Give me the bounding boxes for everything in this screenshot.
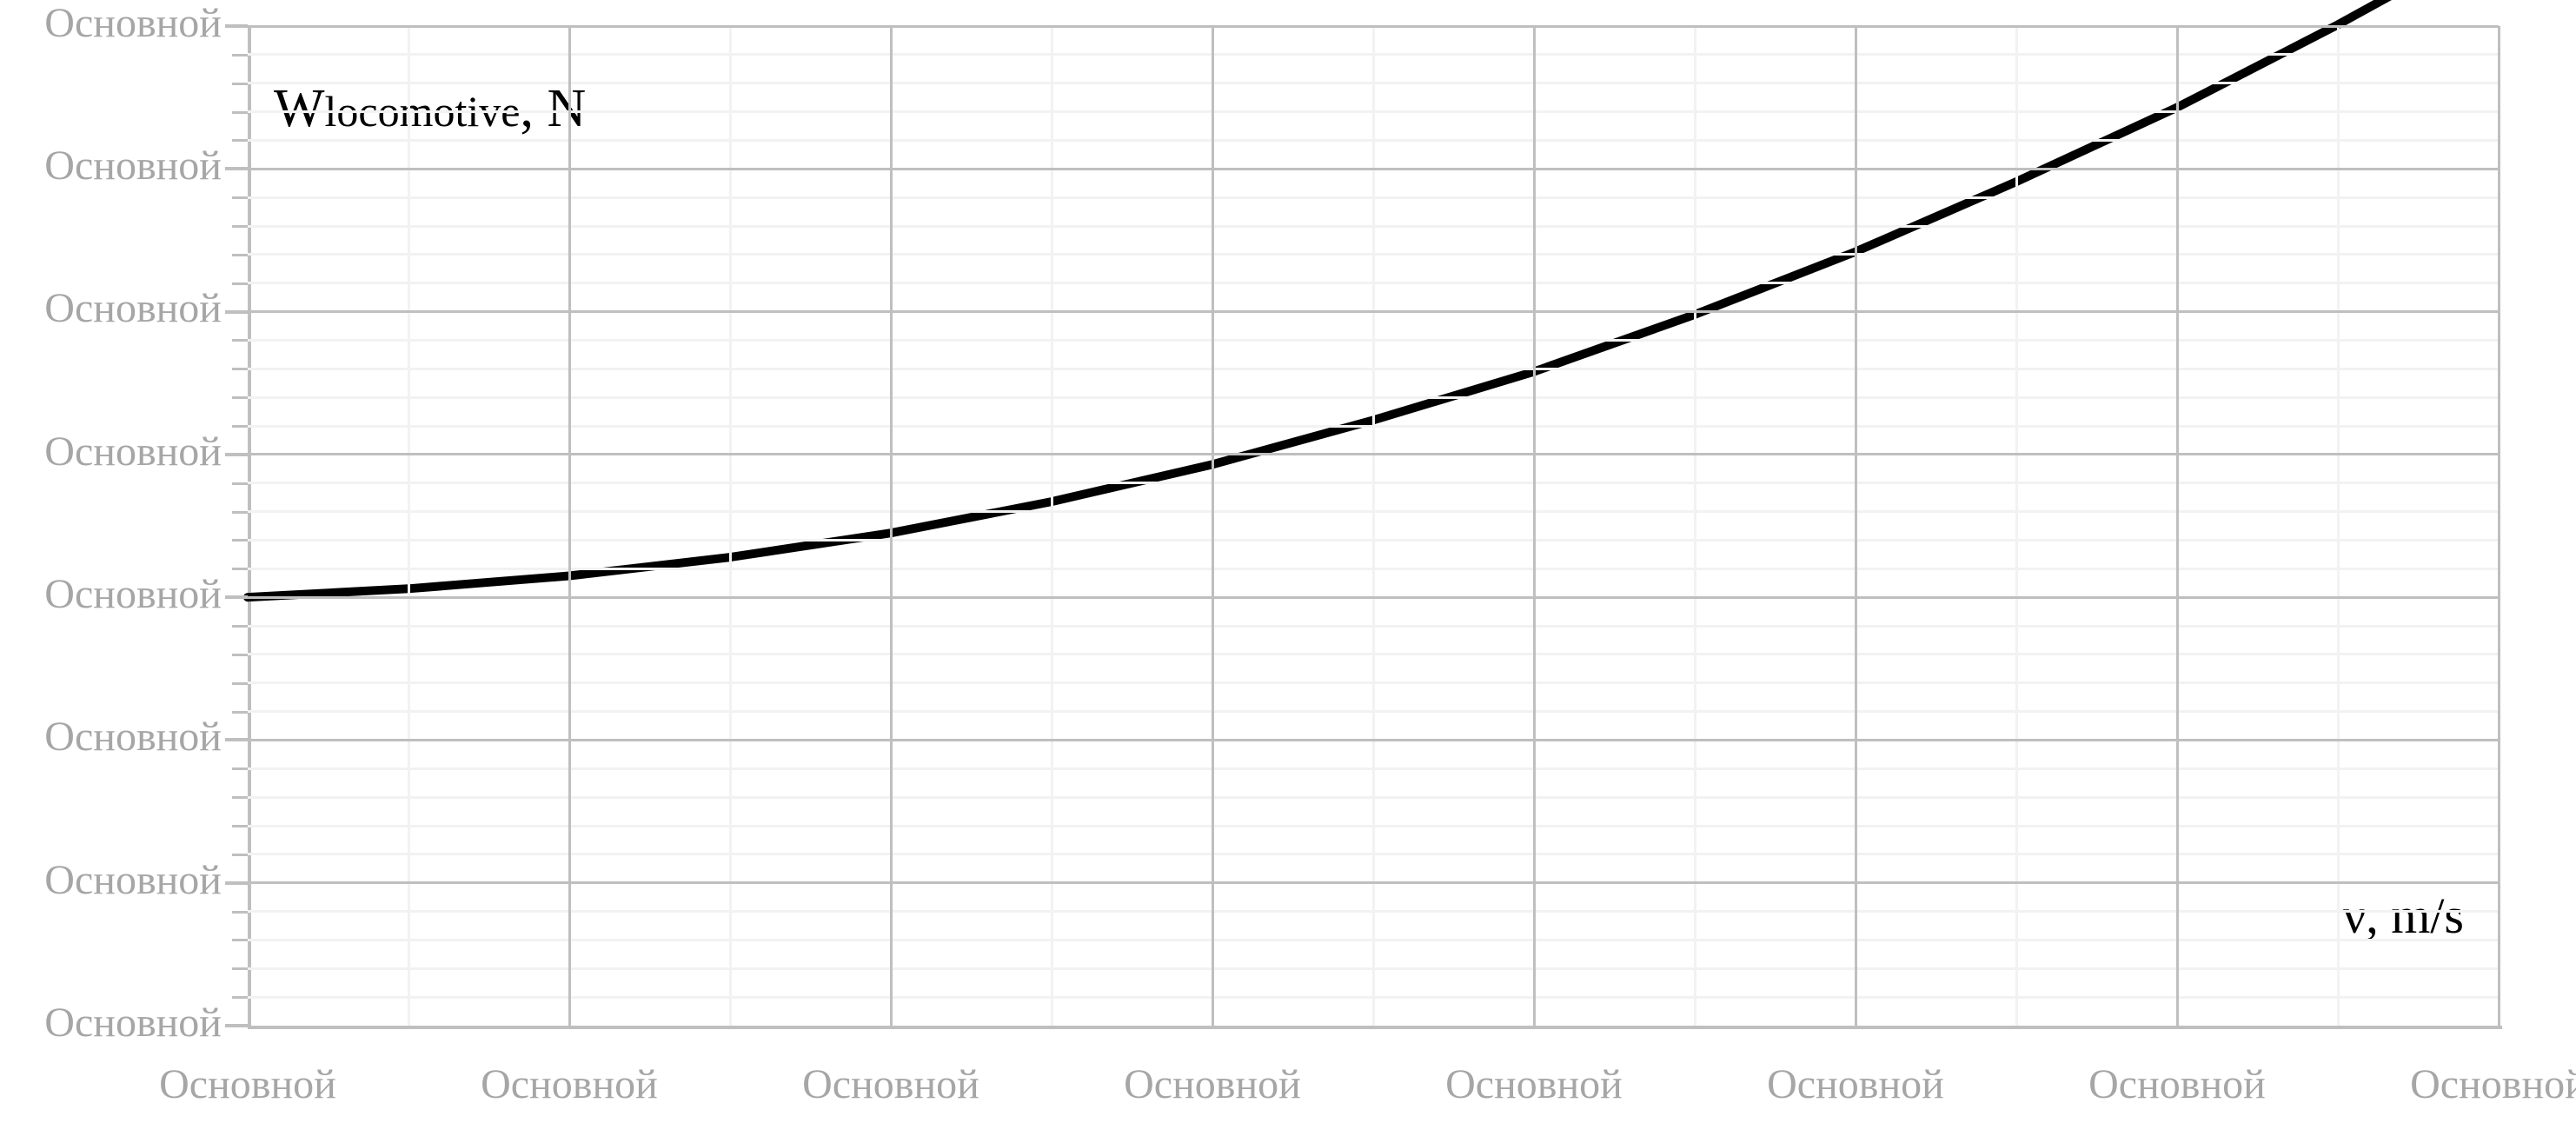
gridline-major-vertical — [890, 26, 893, 1026]
y-minor-tick — [232, 967, 248, 970]
gridline-major-horizontal — [248, 596, 2499, 599]
y-tick-label: Основной — [44, 856, 222, 904]
y-minor-tick — [232, 711, 248, 714]
y-minor-tick — [232, 225, 248, 228]
x-tick-label: Основной — [1099, 1060, 1325, 1108]
gridline-minor-vertical — [1694, 26, 1696, 1026]
y-major-tick — [225, 24, 248, 28]
gridline-major-horizontal — [248, 881, 2499, 884]
y-minor-tick — [232, 996, 248, 999]
y-minor-tick — [232, 825, 248, 827]
y-minor-tick — [232, 511, 248, 514]
gridline-minor-vertical — [2015, 26, 2018, 1026]
y-tick-label: Основной — [44, 713, 222, 761]
y-minor-tick — [232, 911, 248, 914]
series-line — [0, 0, 2576, 1143]
chart-container: Wlocomotive, N ν, m/s ОсновнойОсновнойОс… — [0, 0, 2576, 1143]
gridline-minor-vertical — [729, 26, 732, 1026]
gridline-minor-vertical — [408, 26, 410, 1026]
y-minor-tick — [232, 539, 248, 542]
y-major-tick — [225, 453, 248, 456]
y-minor-tick — [232, 282, 248, 285]
y-minor-tick — [232, 396, 248, 399]
y-minor-tick — [232, 482, 248, 485]
x-tick-label: Основной — [2386, 1060, 2576, 1108]
x-tick-label: Основной — [2064, 1060, 2290, 1108]
y-major-tick — [225, 1024, 248, 1027]
y-minor-tick — [232, 368, 248, 370]
gridline-minor-vertical — [2337, 26, 2340, 1026]
y-minor-tick — [232, 682, 248, 685]
y-tick-label: Основной — [44, 570, 222, 618]
y-minor-tick — [232, 83, 248, 85]
y-minor-tick — [232, 625, 248, 628]
y-tick-label: Основной — [44, 428, 222, 475]
y-major-tick — [225, 167, 248, 170]
y-minor-tick — [232, 654, 248, 656]
x-tick-label: Основной — [135, 1060, 361, 1108]
x-tick-label: Основной — [456, 1060, 682, 1108]
y-tick-label: Основной — [44, 0, 222, 47]
y-minor-tick — [232, 111, 248, 114]
y-major-tick — [225, 881, 248, 885]
y-minor-tick — [232, 425, 248, 428]
y-major-tick — [225, 310, 248, 314]
y-minor-tick — [232, 768, 248, 770]
series-path — [248, 0, 2473, 597]
gridline-major-horizontal — [248, 310, 2499, 313]
y-minor-tick — [232, 939, 248, 941]
y-minor-tick — [232, 254, 248, 256]
y-minor-tick — [232, 54, 248, 56]
gridline-major-vertical — [1855, 26, 1857, 1026]
gridline-major-horizontal — [248, 453, 2499, 455]
y-major-tick — [225, 738, 248, 741]
y-minor-tick — [232, 196, 248, 199]
gridline-minor-vertical — [1372, 26, 1375, 1026]
y-tick-label: Основной — [44, 142, 222, 189]
y-tick-label: Основной — [44, 284, 222, 332]
gridline-major-vertical — [2176, 26, 2179, 1026]
gridline-major-horizontal — [248, 25, 2499, 28]
gridline-minor-vertical — [1051, 26, 1053, 1026]
x-tick-label: Основной — [778, 1060, 1004, 1108]
x-tick-label: Основной — [1743, 1060, 1969, 1108]
gridline-major-horizontal — [248, 739, 2499, 741]
y-minor-tick — [232, 796, 248, 799]
gridline-major-horizontal — [248, 168, 2499, 170]
gridline-major-vertical — [2498, 26, 2500, 1026]
gridline-major-vertical — [1533, 26, 1536, 1026]
y-minor-tick — [232, 139, 248, 142]
x-tick-label: Основной — [1421, 1060, 1647, 1108]
y-minor-tick — [232, 568, 248, 570]
y-minor-tick — [232, 339, 248, 342]
gridline-major-vertical — [1212, 26, 1214, 1026]
gridline-major-vertical — [568, 26, 571, 1026]
y-major-tick — [225, 595, 248, 599]
y-tick-label: Основной — [44, 999, 222, 1047]
y-minor-tick — [232, 854, 248, 856]
